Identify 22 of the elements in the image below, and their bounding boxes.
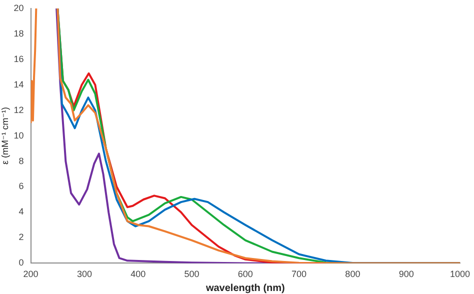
- y-tick-label: 18: [14, 28, 24, 38]
- y-tick-label: 6: [18, 181, 24, 192]
- y-tick-label: 0: [18, 258, 24, 268]
- y-tick-label: 8: [18, 156, 24, 166]
- x-tick-label: 900: [398, 269, 414, 280]
- x-tick-label: 700: [292, 269, 307, 280]
- x-axis-title: wavelength (nm): [204, 282, 285, 294]
- y-axis-title: ε (mM⁻¹ cm⁻¹): [0, 107, 10, 165]
- x-tick-label: 800: [345, 269, 360, 280]
- y-tick-label: 10: [14, 130, 24, 140]
- y-tick-label: 14: [14, 79, 24, 90]
- y-tick-label: 12: [14, 104, 24, 115]
- y-tick-label: 4: [18, 206, 24, 217]
- x-tick-label: 1000: [450, 269, 470, 280]
- x-tick-label: 400: [130, 269, 146, 280]
- x-tick-label: 200: [23, 269, 38, 280]
- x-tick-label: 500: [184, 269, 200, 280]
- y-tick-label: 16: [14, 54, 24, 64]
- x-tick-label: 600: [238, 269, 253, 280]
- y-tick-label: 2: [18, 232, 24, 242]
- x-tick-label: 300: [76, 269, 92, 280]
- y-tick-label: 20: [14, 2, 24, 13]
